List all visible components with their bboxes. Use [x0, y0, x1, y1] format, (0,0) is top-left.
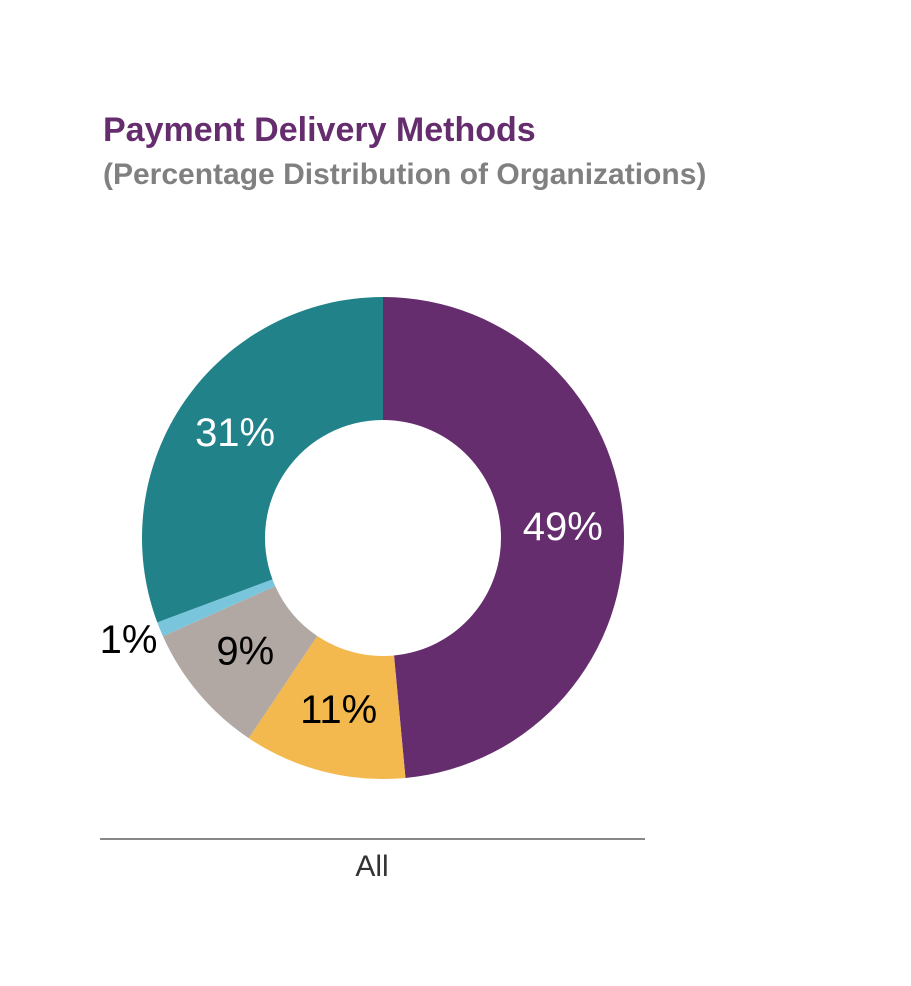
x-label: All	[355, 850, 388, 883]
value-label: 11%	[300, 688, 377, 732]
donut-slice	[157, 579, 276, 637]
chart-subtitle: (Percentage Distribution of Organization…	[103, 158, 706, 191]
chart-title: Payment Delivery Methods	[103, 111, 536, 149]
donut-slice	[248, 635, 406, 779]
value-label: 1%	[100, 618, 158, 662]
value-label: 9%	[216, 630, 274, 674]
value-label: 49%	[523, 505, 603, 549]
donut-slice	[383, 296, 625, 778]
value-label: 31%	[195, 411, 275, 455]
donut-slice	[162, 586, 318, 739]
donut-slice	[141, 297, 383, 623]
